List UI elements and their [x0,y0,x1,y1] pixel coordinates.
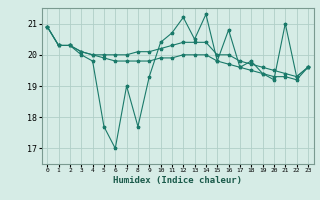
X-axis label: Humidex (Indice chaleur): Humidex (Indice chaleur) [113,176,242,185]
